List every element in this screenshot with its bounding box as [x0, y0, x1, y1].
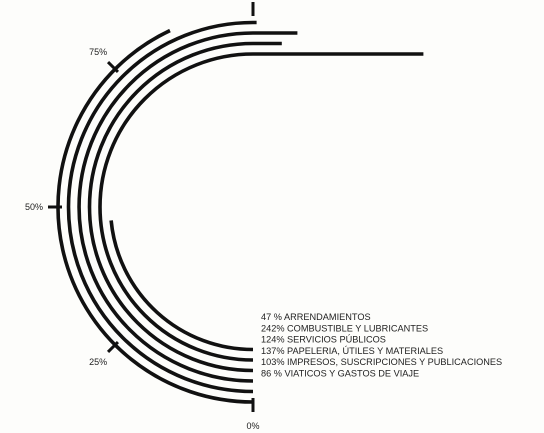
axis-tick-label: 75% — [89, 47, 107, 57]
series-label: 47 % ARRENDAMIENTOS — [261, 312, 371, 322]
series-label: 242% COMBUSTIBLE Y LUBRICANTES — [261, 323, 428, 333]
arc-bar — [87, 41, 282, 373]
axis-layer: 0%25%50%75%100% — [25, 2, 260, 431]
arc-bar — [66, 20, 257, 394]
arc-bar — [98, 52, 424, 362]
axis-tick — [106, 340, 120, 354]
arcs-layer — [56, 20, 424, 404]
arc-bar — [109, 220, 254, 352]
axis-tick-label: 0% — [246, 421, 259, 431]
axis-tick-label: 25% — [89, 357, 107, 367]
series-label: 124% SERVICIOS PÚBLICOS — [261, 335, 386, 345]
axis-tick-label: 50% — [25, 202, 43, 212]
arc-bar — [56, 28, 254, 404]
series-label: 86 % VIATICOS Y GASTOS DE VIAJE — [261, 369, 419, 379]
axis-tick — [106, 60, 120, 74]
arc-bar — [77, 31, 298, 383]
series-label: 137% PAPELERIA, ÚTILES Y MATERIALES — [261, 346, 443, 356]
series-label: 103% IMPRESOS, SUSCRIPCIONES Y PUBLICACI… — [261, 357, 502, 367]
